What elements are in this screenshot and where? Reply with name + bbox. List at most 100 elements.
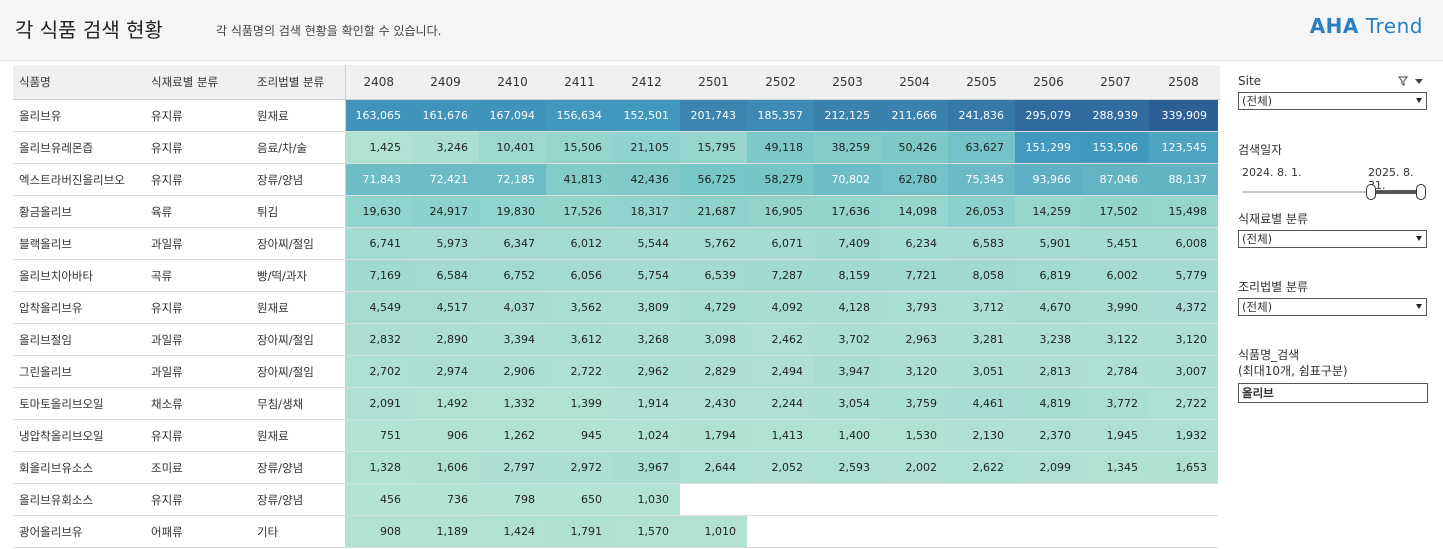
- row-end-cell: [1218, 387, 1220, 420]
- row-end-cell: [1218, 451, 1220, 484]
- table-row[interactable]: 엑스트라버진올리브오 유지류 장류/양념 71,843 72,421 72,185 41,8…: [13, 163, 1220, 196]
- site-select[interactable]: (전체): [1238, 92, 1427, 110]
- table-row[interactable]: 광어올리브유 어패류 기타 908 1,189 1,424 1,791 1,570 1,010: [13, 515, 1220, 548]
- aha-trend-logo: AHA Trend: [1309, 14, 1423, 38]
- value-cell: 3,120: [1149, 323, 1218, 356]
- value-cell: 5,451: [1082, 227, 1149, 260]
- table-row[interactable]: 올리브치아바타 곡류 빵/떡/과자 7,169 6,584 6,752 6,056 5,754…: [13, 259, 1220, 292]
- value-cell: 1,024: [613, 419, 680, 452]
- column-header-month[interactable]: 2506: [1015, 65, 1082, 100]
- column-header-month[interactable]: 2501: [680, 65, 747, 100]
- value-cell: 3,394: [479, 323, 546, 356]
- date-slider-end-handle[interactable]: [1416, 184, 1426, 200]
- value-cell: 2,906: [479, 355, 546, 388]
- table-row[interactable]: 회올리브유소스 조미료 장류/양념 1,328 1,606 2,797 2,972 3,967…: [13, 451, 1220, 484]
- table-row[interactable]: 황금올리브 육류 튀김 19,630 24,917 19,830 17,526 18,317 2…: [13, 195, 1220, 228]
- value-cell: 14,259: [1015, 195, 1082, 228]
- column-header-month[interactable]: 2504: [881, 65, 948, 100]
- value-cell: 1,932: [1149, 419, 1218, 452]
- table-row[interactable]: 토마토올리브오일 채소류 무침/생채 2,091 1,492 1,332 1,399 1,91…: [13, 387, 1220, 420]
- table-row[interactable]: 냉압착올리브오일 유지류 원재료 751 906 1,262 945 1,024 1,794 1,…: [13, 419, 1220, 452]
- table-row[interactable]: 올리브유회소스 유지류 장류/양념 456 736 798 650 1,030: [13, 483, 1220, 516]
- column-header-month[interactable]: 2502: [747, 65, 814, 100]
- column-header-month[interactable]: 2411: [546, 65, 613, 100]
- date-slider-track[interactable]: [1242, 191, 1420, 193]
- filter-icon[interactable]: [1398, 76, 1426, 86]
- ingredient-category-cell: 과일류: [145, 227, 251, 260]
- food-search-input[interactable]: 올리브: [1238, 383, 1428, 403]
- row-end-cell: [1218, 483, 1220, 516]
- food-name-cell: 냉압착올리브오일: [13, 419, 145, 452]
- column-header-month[interactable]: 2408: [344, 65, 412, 100]
- empty-cell: [814, 515, 881, 548]
- value-cell: 1,262: [479, 419, 546, 452]
- value-cell: 7,409: [814, 227, 881, 260]
- value-cell: 2,002: [881, 451, 948, 484]
- row-end-cell: [1218, 131, 1220, 164]
- column-header-month[interactable]: 2505: [948, 65, 1015, 100]
- value-cell: 2,593: [814, 451, 881, 484]
- cooking-category-cell: 원재료: [251, 99, 345, 132]
- food-name-cell: 압착올리브유: [13, 291, 145, 324]
- value-cell: 3,122: [1082, 323, 1149, 356]
- value-cell: 5,762: [680, 227, 747, 260]
- value-cell: 56,725: [680, 163, 747, 196]
- value-cell: 72,421: [412, 163, 479, 196]
- value-cell: 6,741: [344, 227, 412, 260]
- value-cell: 24,917: [412, 195, 479, 228]
- column-header-ingredient-category[interactable]: 식재료별 분류: [145, 65, 251, 100]
- value-cell: 212,125: [814, 99, 881, 132]
- value-cell: 3,098: [680, 323, 747, 356]
- date-slider-start-handle[interactable]: [1366, 184, 1376, 200]
- column-header-month[interactable]: 2410: [479, 65, 546, 100]
- value-cell: 49,118: [747, 131, 814, 164]
- value-cell: 5,779: [1149, 259, 1218, 292]
- column-header-month[interactable]: 2507: [1082, 65, 1149, 100]
- value-cell: 4,037: [479, 291, 546, 324]
- value-cell: 3,772: [1082, 387, 1149, 420]
- column-header-month[interactable]: 2503: [814, 65, 881, 100]
- table-row[interactable]: 블랙올리브 과일류 장아찌/절임 6,741 5,973 6,347 6,012 5,544 5…: [13, 227, 1220, 260]
- column-header-food-name[interactable]: 식품명: [13, 65, 145, 100]
- cooking-select[interactable]: (전체): [1238, 298, 1427, 316]
- value-cell: 18,317: [613, 195, 680, 228]
- ingredient-category-cell: 조미료: [145, 451, 251, 484]
- ingredient-select[interactable]: (전체): [1238, 230, 1427, 248]
- table-row[interactable]: 올리브절임 과일류 장아찌/절임 2,832 2,890 3,394 3,612 3,268 3…: [13, 323, 1220, 356]
- value-cell: 3,793: [881, 291, 948, 324]
- chevron-down-icon: [1416, 98, 1422, 103]
- value-cell: 17,526: [546, 195, 613, 228]
- row-end-cell: [1218, 515, 1220, 548]
- value-cell: 167,094: [479, 99, 546, 132]
- value-cell: 3,054: [814, 387, 881, 420]
- value-cell: 71,843: [344, 163, 412, 196]
- value-cell: 21,687: [680, 195, 747, 228]
- column-header-month[interactable]: 2508: [1149, 65, 1218, 100]
- cooking-category-cell: 튀김: [251, 195, 345, 228]
- ingredient-category-cell: 유지류: [145, 131, 251, 164]
- value-cell: 38,259: [814, 131, 881, 164]
- value-cell: 185,357: [747, 99, 814, 132]
- empty-cell: [881, 483, 948, 516]
- value-cell: 295,079: [1015, 99, 1082, 132]
- table-row[interactable]: 올리브유레몬즙 유지류 음료/차/술 1,425 3,246 10,401 15,506 21…: [13, 131, 1220, 164]
- value-cell: 2,962: [613, 355, 680, 388]
- value-cell: 1,945: [1082, 419, 1149, 452]
- row-end-cell: [1218, 227, 1220, 260]
- table-row[interactable]: 압착올리브유 유지류 원재료 4,549 4,517 4,037 3,562 3,809 4,7…: [13, 291, 1220, 324]
- empty-cell: [1082, 483, 1149, 516]
- column-header-month[interactable]: 2412: [613, 65, 680, 100]
- empty-cell: [948, 483, 1015, 516]
- column-header-cooking-category[interactable]: 조리법별 분류: [251, 65, 345, 100]
- value-cell: 6,584: [412, 259, 479, 292]
- table-row[interactable]: 올리브유 유지류 원재료 163,065 161,676 167,094 156,634 15…: [13, 99, 1220, 132]
- value-cell: 88,137: [1149, 163, 1218, 196]
- value-cell: 4,670: [1015, 291, 1082, 324]
- column-header-month[interactable]: 2409: [412, 65, 479, 100]
- value-cell: 6,008: [1149, 227, 1218, 260]
- ingredient-category-cell: 유지류: [145, 483, 251, 516]
- value-cell: 3,612: [546, 323, 613, 356]
- value-cell: 456: [344, 483, 412, 516]
- table-row[interactable]: 그린올리브 과일류 장아찌/절임 2,702 2,974 2,906 2,722 2,962 2…: [13, 355, 1220, 388]
- value-cell: 751: [344, 419, 412, 452]
